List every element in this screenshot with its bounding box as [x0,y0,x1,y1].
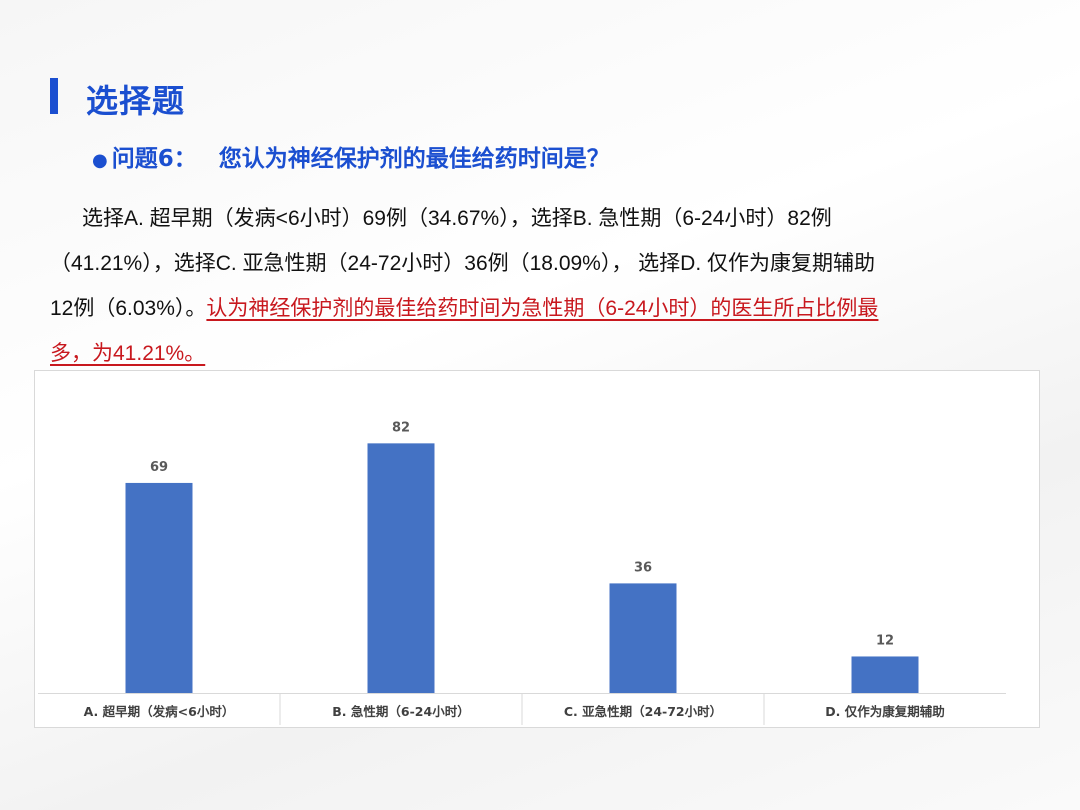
bullet-icon: ● [92,150,108,171]
paragraph-line-1: 选择A. 超早期（发病<6小时）69例（34.67%），选择B. 急性期（6-2… [82,207,832,230]
data-label-1: 82 [392,420,410,435]
question-label: 问题6： [111,146,197,172]
data-label-0: 69 [150,460,168,475]
question-heading: ● 问题6： 您认为神经保护剂的最佳给药时间是？ [92,139,610,173]
bar-2 [609,583,677,693]
category-label-0: A. 超早期（发病<6小时） [84,704,235,719]
paragraph-line-2: （41.21%），选择C. 亚急性期（24-72小时）36例（18.09%）， … [50,252,876,275]
bar-1 [367,443,435,693]
category-label-2: C. 亚急性期（24-72小时） [564,704,722,719]
bar-0 [125,482,193,693]
category-label-1: B. 急性期（6-24小时） [332,704,469,719]
conclusion-highlight-2: 多，为41.21%。 [50,342,206,365]
question-text: 您认为神经保护剂的最佳给药时间是？ [218,146,610,172]
category-label-3: D. 仅作为康复期辅助 [825,704,944,719]
bar-chart: 69 A. 超早期（发病<6小时） 82 B. 急性期（6-24小时） 36 C. 亚急性… [34,370,1040,728]
chart-svg: 69 A. 超早期（发病<6小时） 82 B. 急性期（6-24小时） 36 C. 亚急性… [38,420,1006,725]
paragraph-line-3-plain: 12例（6.03%）。 [50,297,207,320]
bar-3 [851,656,919,693]
paragraph-line-4: 多，为41.21%。 [50,331,1025,376]
conclusion-highlight-1: 认为神经保护剂的最佳给药时间为急性期（6-24小时）的医生所占比例最 [206,297,879,320]
result-paragraph: 选择A. 超早期（发病<6小时）69例（34.67%），选择B. 急性期（6-2… [50,196,1025,376]
paragraph-line-3: 12例（6.03%）。认为神经保护剂的最佳给药时间为急性期（6-24小时）的医生… [50,286,1025,331]
data-label-3: 12 [876,633,894,648]
data-label-2: 36 [634,560,652,575]
title-accent-bar [50,78,58,114]
page-title: 选择题 [86,82,186,120]
